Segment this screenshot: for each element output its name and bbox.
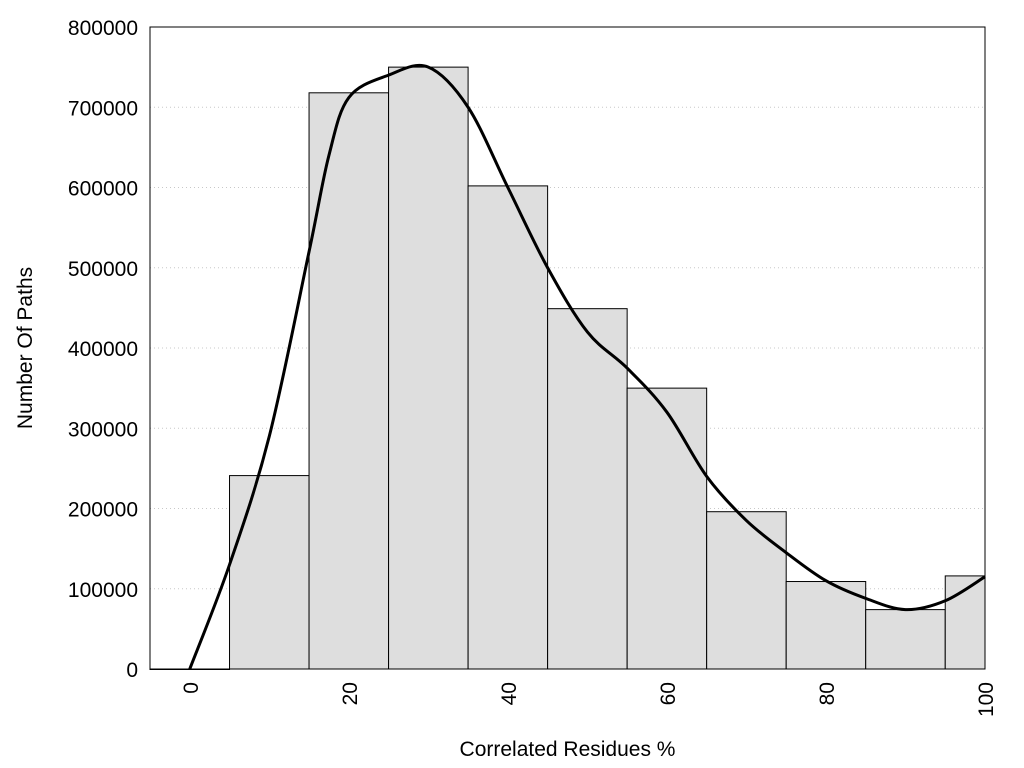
plot-frame — [149, 26, 986, 670]
histogram-bar — [626, 387, 708, 670]
y-tick-label: 0 — [126, 659, 138, 682]
x-axis-title: Correlated Residues % — [460, 738, 676, 761]
x-tick-label: 0 — [180, 682, 203, 694]
x-tick-label: 40 — [498, 682, 521, 705]
x-tick-label: 60 — [657, 682, 680, 705]
y-tick-label: 600000 — [68, 178, 138, 201]
y-tick-label: 800000 — [68, 17, 138, 40]
histogram-bar — [308, 92, 390, 670]
x-tick-label: 100 — [975, 682, 998, 717]
y-tick-label: 100000 — [68, 579, 138, 602]
histogram-bar — [467, 185, 549, 670]
y-axis-title: Number Of Paths — [14, 267, 37, 429]
x-tick-label: 80 — [816, 682, 839, 705]
y-axis-ticks: 0 100000 200000 300000 400000 500000 600000 700… — [68, 17, 138, 682]
trend-curve — [188, 63, 986, 670]
histogram-bar — [706, 511, 787, 670]
y-tick-label: 700000 — [68, 97, 138, 120]
y-tick-label: 300000 — [68, 418, 138, 441]
y-tick-label: 500000 — [68, 258, 138, 281]
x-tick-label: 20 — [339, 682, 362, 705]
histogram-bar — [388, 66, 469, 670]
histogram-bar — [229, 475, 310, 670]
y-tick-label: 400000 — [68, 338, 138, 361]
histogram-bar — [547, 308, 628, 670]
bars — [149, 66, 986, 670]
y-tick-label: 200000 — [68, 499, 138, 522]
histogram-bar — [865, 609, 946, 670]
x-axis-ticks: 0 20 40 60 80 100 — [180, 682, 998, 717]
